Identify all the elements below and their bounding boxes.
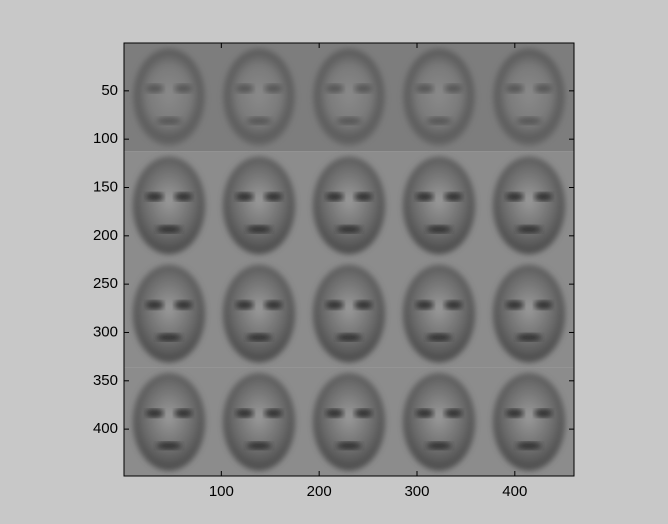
mouth bbox=[426, 334, 451, 342]
eye bbox=[326, 192, 344, 201]
mouth bbox=[426, 117, 451, 125]
page: {"chart_data": {"type": "image", "rows":… bbox=[0, 0, 668, 524]
y-tick-label: 100 bbox=[93, 130, 118, 147]
eye bbox=[146, 409, 164, 418]
mouth bbox=[336, 225, 361, 233]
mouth bbox=[156, 225, 181, 233]
eye bbox=[444, 192, 462, 201]
eye bbox=[236, 84, 254, 93]
x-tick-label: 300 bbox=[404, 483, 429, 500]
eye bbox=[416, 84, 434, 93]
eye bbox=[326, 409, 344, 418]
y-tick-label: 250 bbox=[93, 275, 118, 292]
y-tick-label: 150 bbox=[93, 178, 118, 195]
eye bbox=[444, 84, 462, 93]
eye bbox=[264, 409, 282, 418]
eye bbox=[326, 84, 344, 93]
eye bbox=[236, 192, 254, 201]
face bbox=[313, 157, 385, 254]
eye bbox=[416, 192, 434, 201]
eye bbox=[146, 192, 164, 201]
face bbox=[133, 157, 205, 254]
mouth bbox=[156, 442, 181, 450]
eye bbox=[174, 192, 192, 201]
x-tick-label: 400 bbox=[502, 483, 527, 500]
eye bbox=[264, 301, 282, 310]
face bbox=[223, 373, 295, 470]
mouth bbox=[246, 117, 271, 125]
face bbox=[313, 265, 385, 362]
eye bbox=[506, 409, 524, 418]
face bbox=[403, 157, 475, 254]
figure: 100 200 300 400 50 100 150 200 250 300 350 400 bbox=[0, 0, 668, 524]
eye bbox=[264, 192, 282, 201]
x-tick-label: 100 bbox=[209, 483, 234, 500]
eye bbox=[146, 84, 164, 93]
mouth bbox=[336, 334, 361, 342]
eye bbox=[534, 192, 552, 201]
y-tick-label: 300 bbox=[93, 323, 118, 340]
mouth bbox=[336, 117, 361, 125]
eye bbox=[444, 301, 462, 310]
mouth bbox=[516, 442, 541, 450]
face bbox=[223, 48, 295, 145]
mouth bbox=[246, 225, 271, 233]
eye bbox=[236, 301, 254, 310]
mouth bbox=[246, 442, 271, 450]
eye bbox=[534, 409, 552, 418]
face bbox=[133, 265, 205, 362]
mouth bbox=[156, 334, 181, 342]
face bbox=[403, 373, 475, 470]
mouth bbox=[426, 225, 451, 233]
face bbox=[223, 265, 295, 362]
face bbox=[493, 48, 565, 145]
mouth bbox=[246, 334, 271, 342]
eye bbox=[416, 409, 434, 418]
eye bbox=[354, 301, 372, 310]
face bbox=[133, 48, 205, 145]
eye bbox=[416, 301, 434, 310]
eye bbox=[534, 84, 552, 93]
y-tick-label: 350 bbox=[93, 372, 118, 389]
eye bbox=[264, 84, 282, 93]
eye bbox=[354, 84, 372, 93]
face bbox=[403, 265, 475, 362]
eye bbox=[174, 84, 192, 93]
y-tick-label: 200 bbox=[93, 227, 118, 244]
mouth bbox=[516, 117, 541, 125]
mouth bbox=[336, 442, 361, 450]
face bbox=[313, 48, 385, 145]
mouth bbox=[516, 334, 541, 342]
eye bbox=[354, 409, 372, 418]
x-tick-label: 200 bbox=[307, 483, 332, 500]
face bbox=[313, 373, 385, 470]
face bbox=[493, 157, 565, 254]
image bbox=[124, 43, 574, 476]
y-tick-label: 50 bbox=[101, 82, 118, 99]
eye bbox=[354, 192, 372, 201]
eye bbox=[444, 409, 462, 418]
eye bbox=[506, 84, 524, 93]
eye bbox=[506, 301, 524, 310]
face bbox=[493, 373, 565, 470]
mouth bbox=[516, 225, 541, 233]
y-tick-label: 400 bbox=[93, 420, 118, 437]
mouth bbox=[426, 442, 451, 450]
eye bbox=[146, 301, 164, 310]
face bbox=[493, 265, 565, 362]
eye bbox=[174, 409, 192, 418]
mouth bbox=[156, 117, 181, 125]
eye bbox=[326, 301, 344, 310]
eye bbox=[174, 301, 192, 310]
face bbox=[133, 373, 205, 470]
eye bbox=[236, 409, 254, 418]
eye bbox=[506, 192, 524, 201]
face bbox=[223, 157, 295, 254]
face bbox=[403, 48, 475, 145]
eye bbox=[534, 301, 552, 310]
